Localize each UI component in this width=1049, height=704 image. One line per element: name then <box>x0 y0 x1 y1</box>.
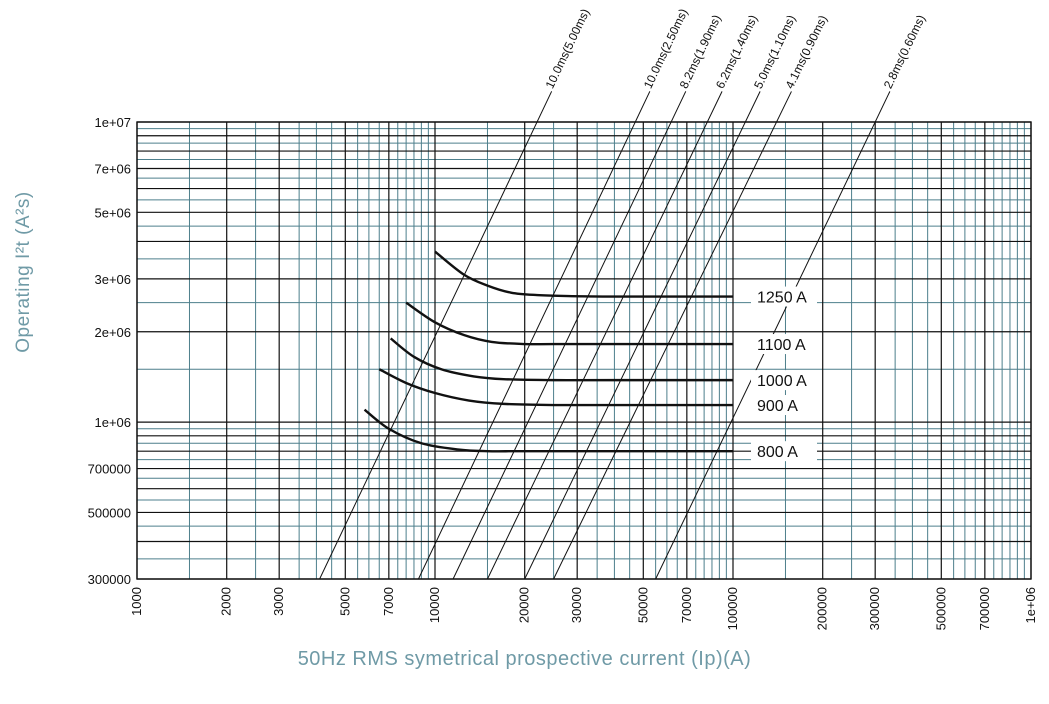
x-tick-label: 1e+06 <box>1023 587 1038 624</box>
x-tick-label: 20000 <box>517 587 532 623</box>
series-curve <box>389 337 733 382</box>
diagonal-label: 10.0ms(5.00ms) <box>543 6 593 90</box>
y-tick-label: 7e+06 <box>94 161 131 176</box>
x-tick-label: 100000 <box>725 587 740 630</box>
y-tick-label: 5e+06 <box>94 205 131 220</box>
x-tick-label: 5000 <box>337 587 352 616</box>
diagonal-line <box>553 91 792 580</box>
diagonal-label: 2.8ms(0.60ms) <box>881 13 928 91</box>
x-tick-label: 700000 <box>977 587 992 630</box>
series-label-bg <box>751 370 817 391</box>
plot-frame <box>136 121 1032 580</box>
series-label: 1100 A <box>757 337 806 354</box>
y-axis-label-wrap: Operating I²t (A²s) <box>0 0 40 704</box>
x-tick-label: 10000 <box>427 587 442 623</box>
x-tick-label: 50000 <box>635 587 650 623</box>
diagonal-line <box>487 91 723 580</box>
y-tick-label: 1e+07 <box>94 115 131 130</box>
y-tick-labels: 300000 500000 700000 1e+06 2e+06 3e+06 5e+06 7e… <box>88 115 131 587</box>
y-tick-label: 1e+06 <box>94 415 131 430</box>
x-tick-label: 7000 <box>381 587 396 616</box>
y-tick-label: 500000 <box>88 505 131 520</box>
series-label-bg <box>751 334 817 355</box>
grid-minor <box>137 122 1031 579</box>
series-label: 1000 A <box>757 373 807 390</box>
diagonal-line <box>319 91 553 580</box>
series-curve <box>434 250 734 298</box>
x-tick-label: 1000 <box>129 587 144 616</box>
x-tick-label: 30000 <box>569 587 584 623</box>
series-label: 800 A <box>757 444 798 461</box>
y-tick-label: 3e+06 <box>94 272 131 287</box>
x-tick-labels: 1000 2000 3000 5000 7000 10000 20000 30000 50000… <box>129 587 1038 630</box>
diagonal-line <box>452 91 687 580</box>
series-curve <box>378 368 733 407</box>
x-tick-label: 300000 <box>867 587 882 630</box>
x-tick-label: 200000 <box>815 587 830 630</box>
y-axis-label: Operating I²t (A²s) <box>13 191 34 353</box>
x-axis-label: 50Hz RMS symetrical prospective current … <box>297 648 752 670</box>
series-curve <box>405 301 733 346</box>
series-label-bg <box>751 395 817 416</box>
x-tick-label: 70000 <box>679 587 694 623</box>
series-lines: 800 A 900 A 1000 A 1100 A 1250 A <box>363 250 817 462</box>
diagonal-lines: 10.0ms(5.00ms) 10.0ms(2.50ms)8.2ms(1.90ms… <box>319 6 928 580</box>
series-label-bg <box>751 286 817 307</box>
series-label: 900 A <box>757 398 798 415</box>
y-tick-label: 2e+06 <box>94 325 131 340</box>
x-tick-label: 2000 <box>219 587 234 616</box>
diagonal-line <box>418 91 651 580</box>
series-label-bg <box>751 441 817 462</box>
diagonal-line <box>524 91 761 580</box>
y-tick-label: 300000 <box>88 572 131 587</box>
x-tick-label: 3000 <box>271 587 286 616</box>
y-tick-label: 700000 <box>88 462 131 477</box>
grid-major <box>136 121 1032 580</box>
series-label: 1250 A <box>757 290 807 307</box>
x-tick-label: 500000 <box>933 587 948 630</box>
series-curve <box>363 408 733 453</box>
